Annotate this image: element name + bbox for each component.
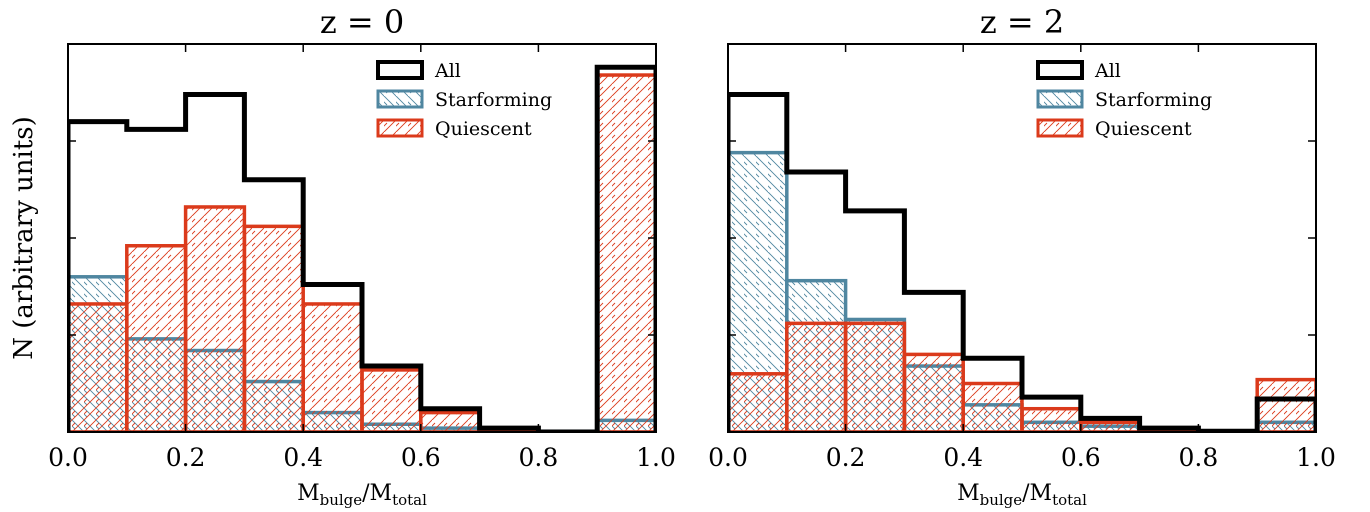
quiescent-bar bbox=[595, 73, 656, 432]
quiescent-bar bbox=[902, 352, 965, 432]
legend-item-starforming: Starforming bbox=[1036, 89, 1212, 111]
quiescent-bar bbox=[183, 205, 247, 432]
legend-swatch bbox=[1036, 60, 1084, 80]
quiescent-bar bbox=[843, 321, 907, 432]
x-axis-label: Mbulge/Mtotal bbox=[297, 481, 427, 509]
legend-swatch bbox=[376, 118, 424, 138]
x-tick-label: 0.2 bbox=[166, 443, 206, 472]
plot-area bbox=[68, 64, 656, 432]
legend-swatch bbox=[376, 89, 424, 109]
quiescent-bar bbox=[301, 302, 364, 432]
legend-label: All bbox=[1094, 60, 1121, 82]
quiescent-bar bbox=[785, 321, 848, 432]
x-tick-label: 0.4 bbox=[283, 443, 323, 472]
quiescent-bar bbox=[1255, 377, 1316, 432]
legend-swatch bbox=[1036, 118, 1084, 138]
legend-item-starforming: Starforming bbox=[376, 89, 552, 111]
legend-label: Starforming bbox=[1095, 89, 1212, 111]
x-tick-label: 0.2 bbox=[826, 443, 866, 472]
legend-item-quiescent: Quiescent bbox=[376, 118, 532, 140]
x-tick-label: 0.0 bbox=[48, 443, 88, 472]
x-tick-label: 0.6 bbox=[1061, 443, 1101, 472]
legend-label: Quiescent bbox=[435, 118, 532, 140]
legend-item-all: All bbox=[376, 60, 461, 82]
legend-item-quiescent: Quiescent bbox=[1036, 118, 1192, 140]
panel-z0: z = 0 0.0 0.2 0.4 0.6 0.8 1.0 Mbulge/Mtotal All S… bbox=[48, 3, 676, 509]
quiescent-bar bbox=[419, 410, 482, 432]
legend-label: Quiescent bbox=[1095, 118, 1192, 140]
quiescent-bar bbox=[728, 372, 789, 432]
x-tick-label: 0.0 bbox=[708, 443, 748, 472]
all-step-line bbox=[68, 64, 656, 432]
quiescent-bar bbox=[961, 381, 1024, 432]
quiescent-bar bbox=[1020, 406, 1083, 432]
figure-y-axis-label: N (arbitrary units) bbox=[9, 116, 39, 360]
quiescent-bar bbox=[242, 224, 305, 432]
panel-title: z = 0 bbox=[320, 3, 404, 41]
legend-label: All bbox=[434, 60, 461, 82]
quiescent-bar bbox=[360, 368, 423, 432]
quiescent-bar bbox=[125, 244, 188, 432]
x-tick-label: 0.8 bbox=[1179, 443, 1219, 472]
x-tick-label: 0.8 bbox=[519, 443, 559, 472]
quiescent-bar bbox=[1079, 420, 1142, 432]
x-tick-label: 1.0 bbox=[636, 443, 676, 472]
x-tick-label: 0.4 bbox=[943, 443, 983, 472]
legend-label: Starforming bbox=[435, 89, 552, 111]
quiescent-bar bbox=[68, 302, 129, 432]
plot-area bbox=[728, 91, 1316, 432]
legend-swatch bbox=[1036, 89, 1084, 109]
x-tick-label: 0.6 bbox=[401, 443, 441, 472]
panel-z2: z = 2 0.0 0.2 0.4 0.6 0.8 1.0 Mbulge/Mtotal All S… bbox=[708, 3, 1336, 509]
panel-title: z = 2 bbox=[980, 3, 1064, 41]
legend-item-all: All bbox=[1036, 60, 1121, 82]
legend-swatch bbox=[376, 60, 424, 80]
x-tick-label: 1.0 bbox=[1296, 443, 1336, 472]
x-axis-label: Mbulge/Mtotal bbox=[957, 481, 1087, 509]
